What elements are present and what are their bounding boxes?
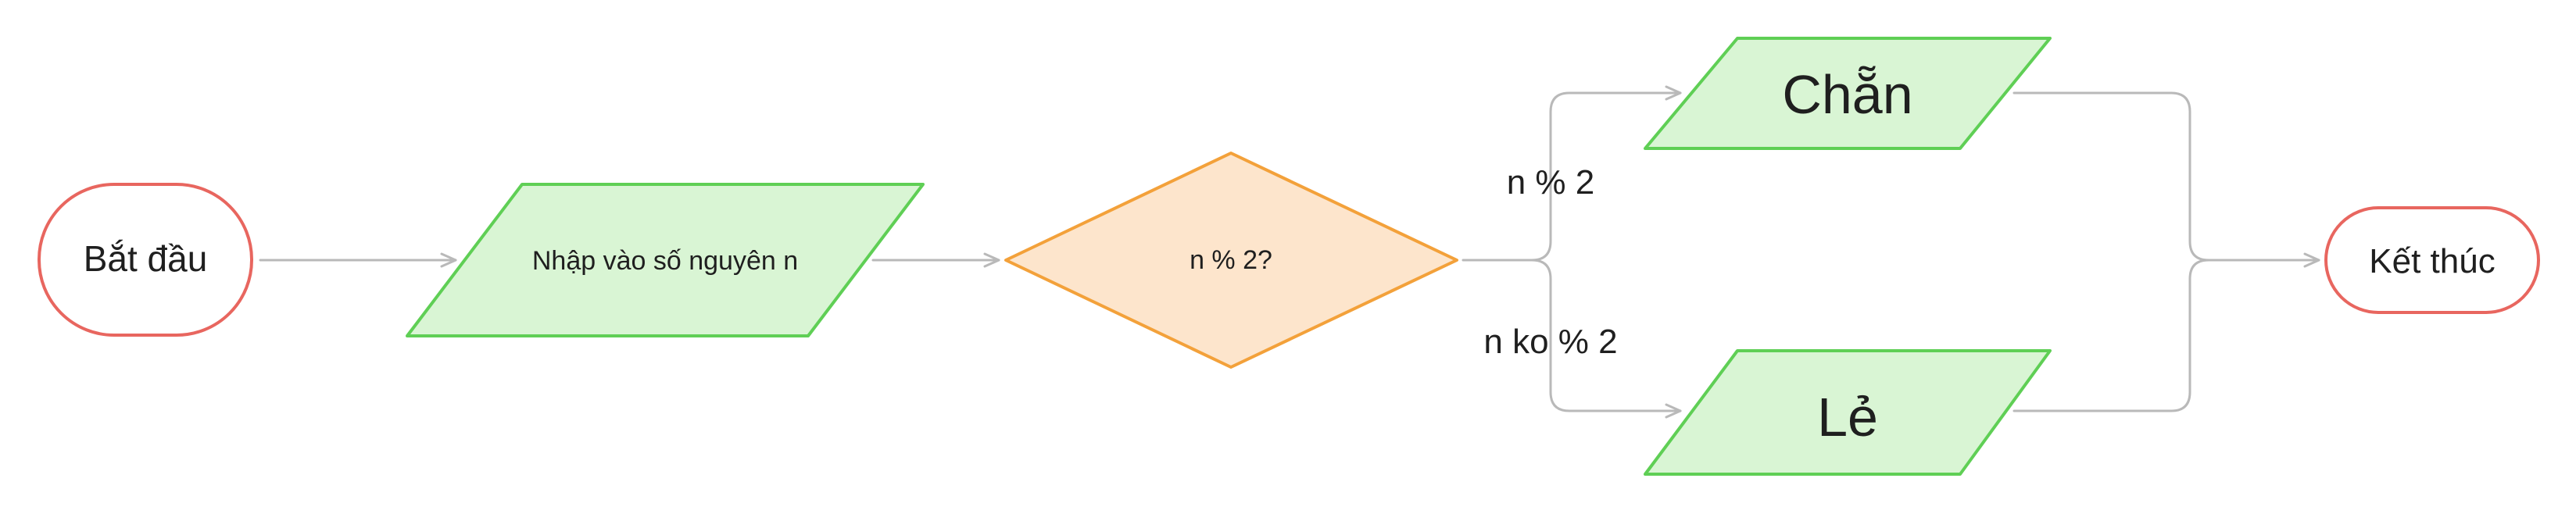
- decision-label: n % 2?: [1190, 245, 1272, 275]
- edge-label-odd: n ko % 2: [1483, 323, 1617, 361]
- edge-label-even: n % 2: [1507, 163, 1595, 202]
- start-node: Bắt đầu: [38, 183, 253, 337]
- start-label: Bắt đầu: [84, 238, 208, 279]
- input-node: Nhập vào số nguyên n: [406, 183, 925, 337]
- odd-node: Lẻ: [1644, 349, 2052, 476]
- end-node: Kết thúc: [2324, 206, 2540, 314]
- connector-decision-to-even: [1462, 85, 1682, 262]
- connectors: [259, 85, 2320, 419]
- even-node: Chẵn: [1644, 37, 2052, 150]
- connector-even-to-end: [2012, 91, 2320, 268]
- input-label: Nhập vào số nguyên n: [532, 246, 798, 276]
- connector-odd-to-end: [2012, 259, 2210, 412]
- even-label: Chẵn: [1782, 64, 1912, 125]
- decision-node: n % 2?: [1004, 152, 1458, 369]
- odd-label: Lẻ: [1817, 387, 1878, 448]
- connector-decision-to-odd: [1530, 259, 1682, 419]
- end-label: Kết thúc: [2369, 242, 2495, 280]
